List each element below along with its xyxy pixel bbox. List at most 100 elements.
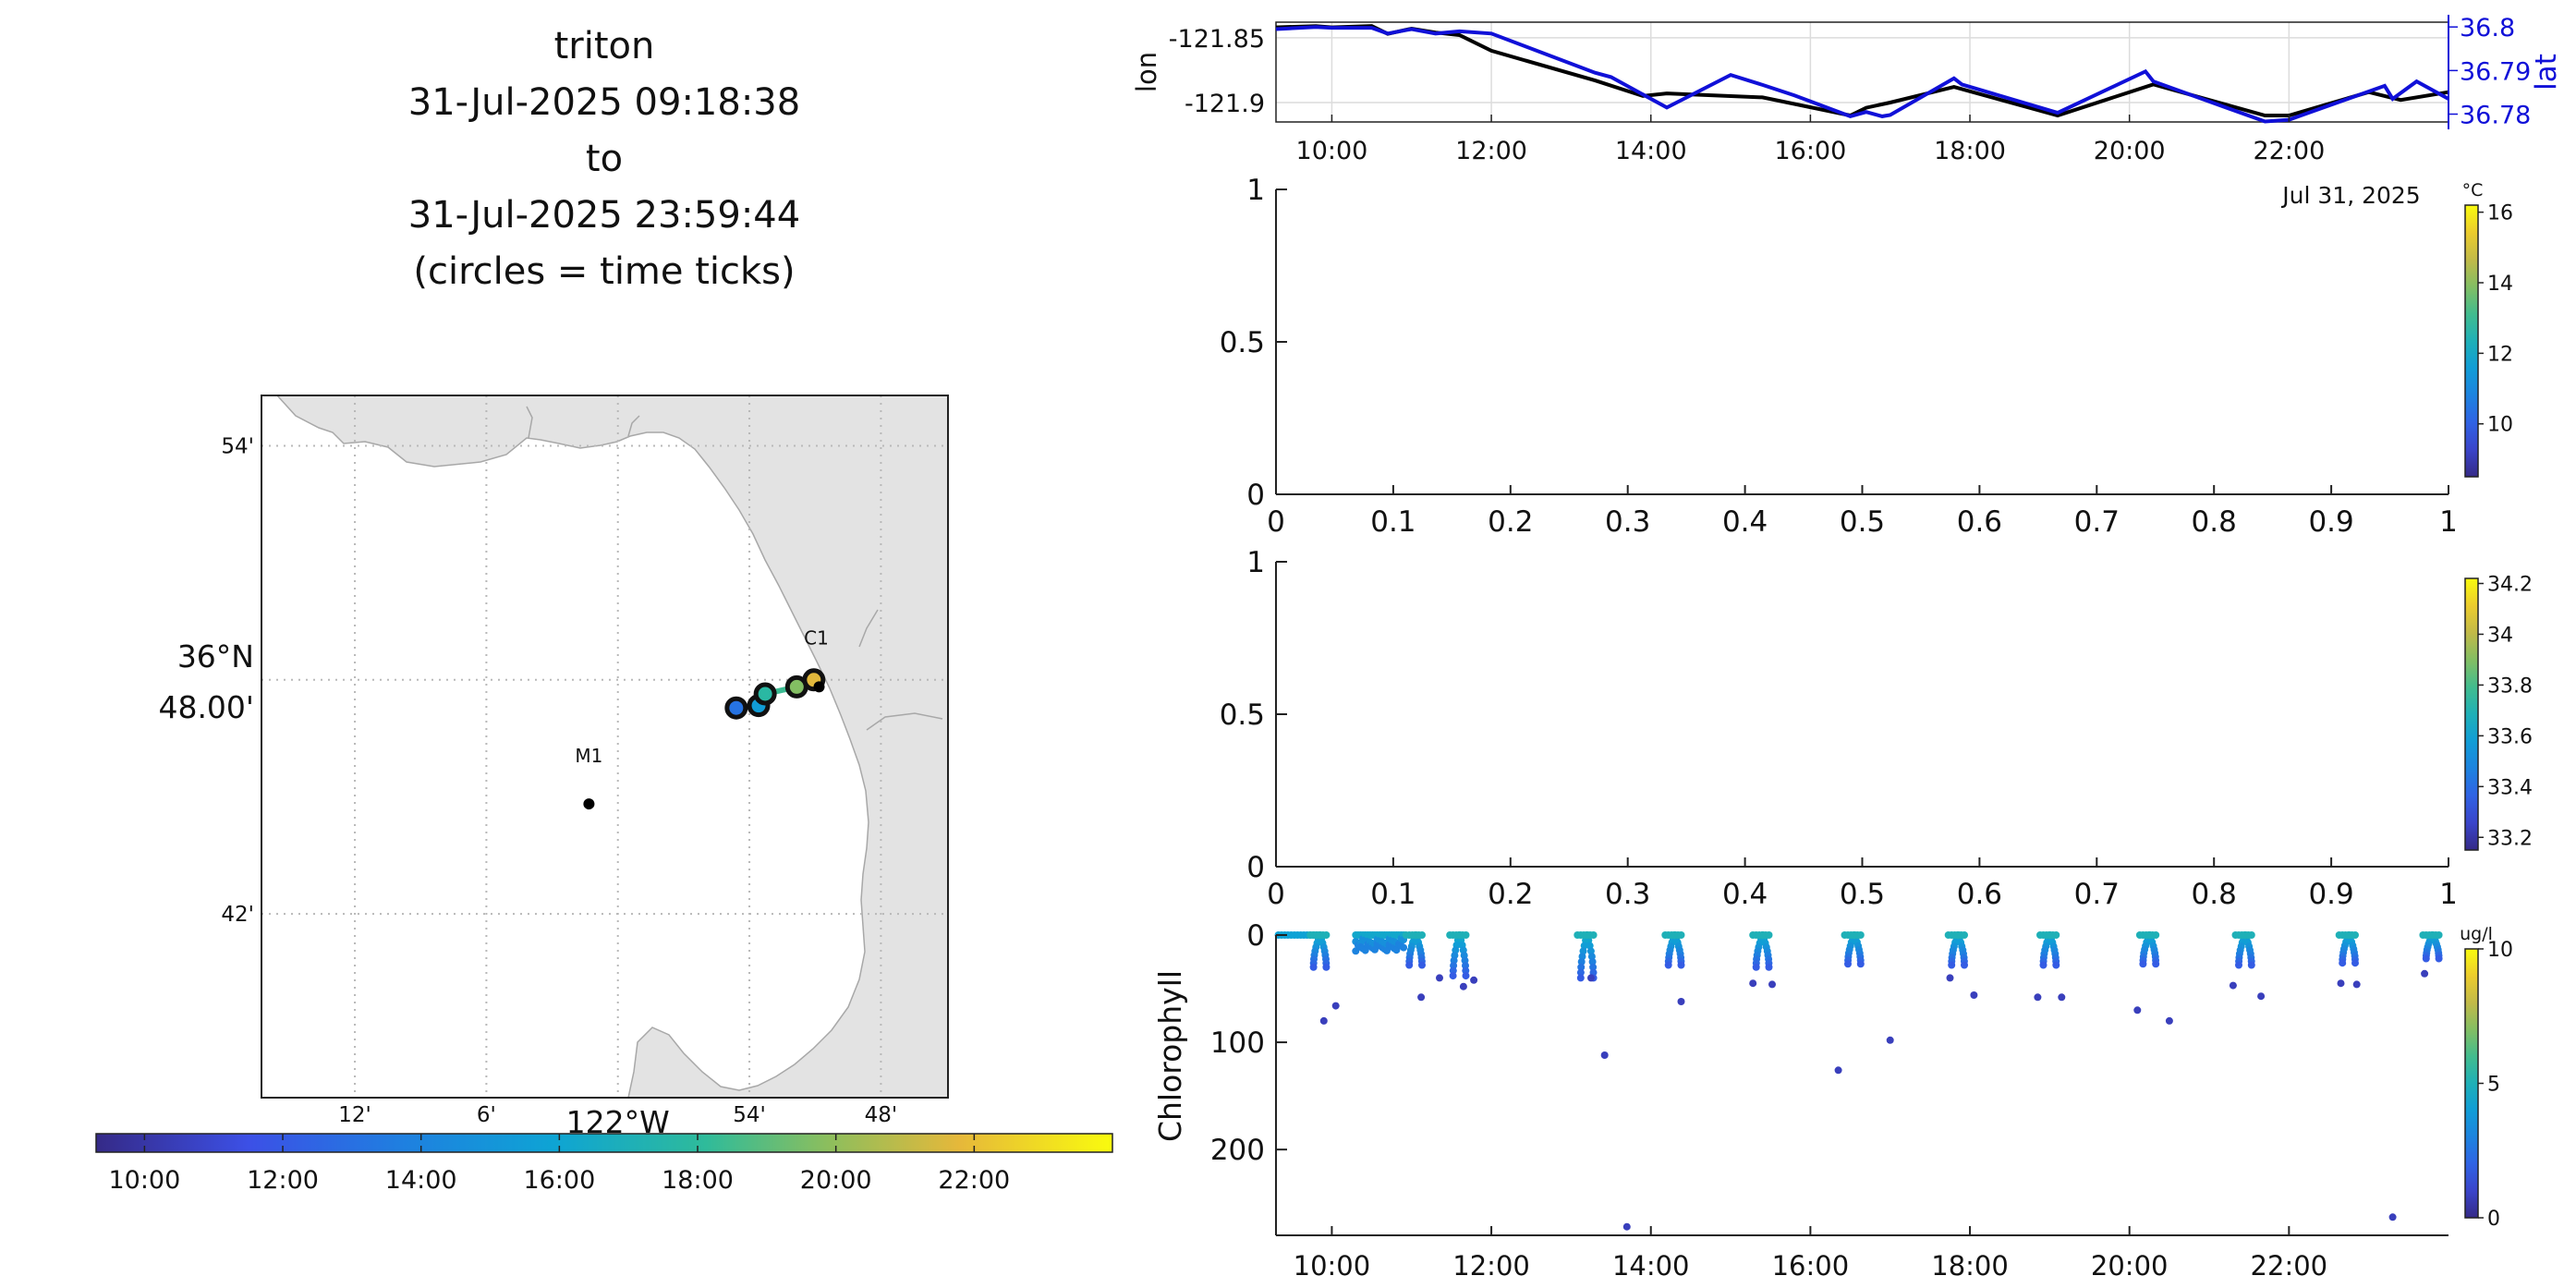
- temp-y-tick-label: 0: [1246, 479, 1265, 512]
- chlorophyll-point: [1765, 931, 1773, 939]
- chlorophyll-point: [1589, 963, 1598, 971]
- time-tick-circle: [753, 682, 777, 706]
- chlorophyll-point: [1677, 998, 1685, 1005]
- lon-tick-label: -121.9: [1185, 90, 1265, 118]
- sal-y-tick-label: 1: [1246, 546, 1265, 579]
- sal-x-tick-label: 0.1: [1370, 878, 1416, 911]
- chlorophyll-point: [1622, 1222, 1631, 1231]
- map-lon-tick-label: 12': [338, 1103, 371, 1127]
- title-platform: triton: [553, 25, 655, 67]
- chlorophyll-point: [1677, 961, 1685, 969]
- chlorophyll-point: [1361, 946, 1369, 954]
- temp-x-tick-label: 0.5: [1840, 505, 1885, 539]
- temp-colorbar: [2464, 204, 2479, 478]
- chl-colorbar-unit: ug/l: [2460, 924, 2493, 944]
- chlorophyll-point: [1749, 979, 1757, 988]
- map-lon-tick-label: 6': [477, 1103, 496, 1127]
- temp-x-tick-label: 0.1: [1370, 505, 1416, 539]
- sal-x-tick-label: 0.5: [1840, 878, 1885, 911]
- chlorophyll-point: [1589, 931, 1598, 939]
- lon-axis-title: lon: [1131, 52, 1162, 92]
- chlorophyll-point: [1577, 963, 1586, 971]
- chlorophyll-point: [2435, 954, 2443, 963]
- chlorophyll-point: [2152, 931, 2160, 939]
- coastline-land: [275, 395, 948, 1098]
- map-lat-major-label: 36°N: [177, 638, 254, 674]
- lat-axis-title: lat: [2530, 54, 2563, 91]
- chl-colorbar-label: 0: [2487, 1208, 2500, 1231]
- lonlat-x-label: 10:00: [1296, 137, 1368, 165]
- temp-colorbar-label: 14: [2487, 273, 2513, 296]
- chlorophyll-point: [1588, 958, 1597, 966]
- chlorophyll-point: [2139, 960, 2147, 968]
- sal-x-tick-label: 0.6: [1957, 878, 2002, 911]
- temp-x-tick-label: 0.2: [1488, 505, 1533, 539]
- chlorophyll-point: [1470, 976, 1478, 984]
- river-3: [858, 609, 879, 648]
- lat-series-line: [1275, 25, 2449, 124]
- lonlat-series: [1275, 24, 2449, 124]
- chlorophyll-point: [1886, 1036, 1894, 1044]
- sal-x-tick-label: 0.9: [2308, 878, 2353, 911]
- chlorophyll-point: [1417, 993, 1426, 1002]
- chlorophyll-point: [1768, 980, 1776, 989]
- lonlat-x-label: 18:00: [1934, 137, 2006, 165]
- sal-x-tick-label: 1: [2439, 878, 2458, 911]
- chl-x-tick-label: 20:00: [2091, 1250, 2169, 1282]
- temp-x-tick-label: 0.6: [1957, 505, 2002, 539]
- chlorophyll-point: [2052, 931, 2060, 939]
- chlorophyll-point: [1961, 931, 1968, 939]
- sal-x-tick-label: 0.2: [1488, 878, 1533, 911]
- temp-colorbar-unit: °C: [2462, 180, 2484, 200]
- chlorophyll-point: [1319, 1016, 1328, 1025]
- temp-x-tick-label: 0.3: [1605, 505, 1650, 539]
- chlorophyll-point: [1856, 931, 1865, 939]
- chlorophyll-point: [2235, 961, 2242, 969]
- chl-y-tick-label: 0: [1246, 919, 1265, 953]
- time-colorbar-label: 12:00: [247, 1166, 319, 1195]
- chlorophyll-point: [2422, 954, 2430, 963]
- lonlat-gridlines: [1276, 22, 2448, 122]
- sal-x-tick-label: 0.8: [2192, 878, 2237, 911]
- lonlat-x-label: 14:00: [1615, 137, 1687, 165]
- time-colorbar-gradient: [95, 1133, 1113, 1153]
- chlorophyll-point: [2351, 931, 2359, 939]
- chlorophyll-point: [1834, 1066, 1842, 1075]
- temperature-axes: 0 0.1 0.2 0.3 0.4 0.5 0.6 0.7 0.8 0.9 100.51101214…: [1220, 174, 2513, 539]
- chlorophyll-point: [2052, 961, 2060, 969]
- sal-colorbar-label: 33.6: [2487, 725, 2533, 748]
- chl-x-tick-label: 16:00: [1772, 1250, 1850, 1282]
- title-legend-note: (circles = time ticks): [413, 250, 796, 293]
- chlorophyll-point: [2339, 959, 2347, 967]
- chlorophyll-point: [1948, 961, 1956, 969]
- chl-colorbar: [2464, 948, 2479, 1219]
- chlorophyll-point: [1765, 963, 1773, 971]
- station-marker: [583, 798, 595, 810]
- lonlat-date-caption: Jul 31, 2025: [2280, 182, 2420, 209]
- time-colorbar-label: 16:00: [523, 1166, 595, 1195]
- time-colorbar-label: 20:00: [800, 1166, 872, 1195]
- chlorophyll-point: [1322, 963, 1331, 971]
- time-colorbar: 10:00 12:00 14:00 16:00 18:00 20:00 22:00: [95, 1133, 1113, 1195]
- sal-x-tick-label: 0.3: [1605, 878, 1650, 911]
- map-lat-tick-label: 54': [221, 434, 254, 458]
- title-end-time: 31-Jul-2025 23:59:44: [407, 194, 801, 237]
- chlorophyll-point: [1856, 960, 1865, 968]
- temp-x-tick-label: 1: [2439, 505, 2458, 539]
- sal-colorbar-label: 33.4: [2487, 776, 2533, 799]
- chlorophyll-point: [2388, 1213, 2397, 1221]
- chlorophyll-point: [1405, 961, 1414, 969]
- temp-x-tick-label: 0.4: [1722, 505, 1768, 539]
- stations: M1 C1: [575, 626, 829, 810]
- chlorophyll-point: [1462, 931, 1470, 939]
- lon-tick-label: -121.85: [1169, 25, 1265, 54]
- chlorophyll-point: [2351, 959, 2359, 967]
- temp-colorbar-label: 12: [2487, 343, 2513, 366]
- chlorophyll-point: [1961, 961, 1968, 969]
- map-frame: [261, 395, 949, 1099]
- temp-colorbar-label: 16: [2487, 202, 2513, 225]
- lonlat-x-label: 12:00: [1455, 137, 1527, 165]
- temp-colorbar-label: 10: [2487, 414, 2513, 437]
